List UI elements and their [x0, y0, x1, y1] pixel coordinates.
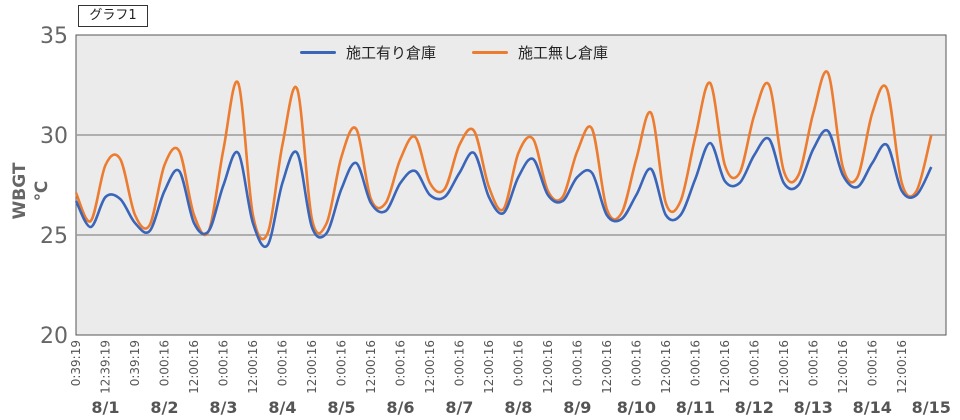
x-tick-label: 12:00:16	[246, 340, 260, 394]
x-tick-label: 0:39:19	[128, 340, 142, 386]
x-tick-label: 0:00:16	[688, 340, 702, 386]
x-tick-label: 12:00:16	[718, 340, 732, 394]
date-label: 8/8	[504, 398, 532, 417]
date-label: 8/7	[445, 398, 473, 417]
x-tick-label: 0:00:16	[393, 340, 407, 386]
x-tick-label: 0:00:16	[629, 340, 643, 386]
y-tick-labels: 20 25 30 35	[40, 24, 68, 349]
x-tick-labels: 0:39:19 12:39:19 0:39:19 0:00:16 12:00:16 0:0…	[69, 340, 909, 394]
x-tick-label: 12:00:16	[836, 340, 850, 394]
series-line-1	[74, 128, 933, 248]
graph-label: グラフ1	[78, 5, 148, 27]
x-tick-label: 0:39:19	[69, 340, 83, 386]
date-label: 8/13	[794, 398, 833, 417]
x-tick-label: 0:00:16	[570, 340, 584, 386]
date-labels: 8/1 8/2 8/3 8/4 8/5 8/6 8/7 8/8 8/9 8/10 8/11 8/12 8…	[91, 398, 950, 417]
date-label: 8/9	[563, 398, 591, 417]
x-tick-label: 0:00:16	[275, 340, 289, 386]
x-tick-label: 0:00:16	[747, 340, 761, 386]
y-tick-label: 30	[40, 124, 68, 149]
legend-swatch-series2	[472, 50, 509, 54]
legend-item-series1: 施工有り倉庫	[300, 42, 436, 63]
x-tick-label: 12:00:16	[600, 340, 614, 394]
x-tick-label: 0:00:16	[865, 340, 879, 386]
x-tick-label: 0:00:16	[216, 340, 230, 386]
x-tick-label: 12:00:16	[659, 340, 673, 394]
date-label: 8/2	[150, 398, 178, 417]
x-tick-label: 0:00:16	[806, 340, 820, 386]
date-label: 8/10	[617, 398, 656, 417]
gridlines	[76, 134, 946, 236]
date-label: 8/11	[676, 398, 715, 417]
x-tick-label: 12:00:16	[423, 340, 437, 394]
legend-label-series2: 施工無し倉庫	[518, 43, 609, 62]
series-line-2	[74, 70, 933, 241]
x-tick-label: 12:00:16	[364, 340, 378, 394]
date-label: 8/4	[268, 398, 296, 417]
date-label: 8/12	[735, 398, 774, 417]
date-label: 8/14	[853, 398, 892, 417]
date-label: 8/1	[91, 398, 119, 417]
x-tick-label: 12:39:19	[98, 340, 112, 394]
date-label: 8/15	[912, 398, 951, 417]
y-tick-label: 25	[40, 224, 68, 249]
x-tick-label: 0:00:16	[157, 340, 171, 386]
date-label: 8/6	[386, 398, 414, 417]
x-tick-label: 0:00:16	[511, 340, 525, 386]
x-tick-label: 0:00:16	[452, 340, 466, 386]
x-tick-label: 12:00:16	[482, 340, 496, 394]
x-tick-label: 12:00:16	[187, 340, 201, 394]
x-tick-label: 12:00:16	[541, 340, 555, 394]
legend-label-series1: 施工有り倉庫	[346, 43, 437, 62]
x-tick-label: 0:00:16	[334, 340, 348, 386]
x-tick-label: 12:00:16	[305, 340, 319, 394]
y-axis-label: WBGT ℃	[10, 162, 52, 220]
legend: 施工有り倉庫 施工無し倉庫	[300, 40, 608, 64]
legend-swatch-series1	[300, 50, 336, 54]
date-label: 8/5	[327, 398, 355, 417]
legend-item-series2: 施工無し倉庫	[472, 42, 608, 63]
y-tick-label: 20	[40, 324, 68, 349]
x-tick-label: 12:00:16	[895, 340, 909, 394]
y-tick-label: 35	[40, 24, 68, 49]
x-tick-label: 12:00:16	[777, 340, 791, 394]
date-label: 8/3	[209, 398, 237, 417]
series-lines	[74, 70, 933, 248]
